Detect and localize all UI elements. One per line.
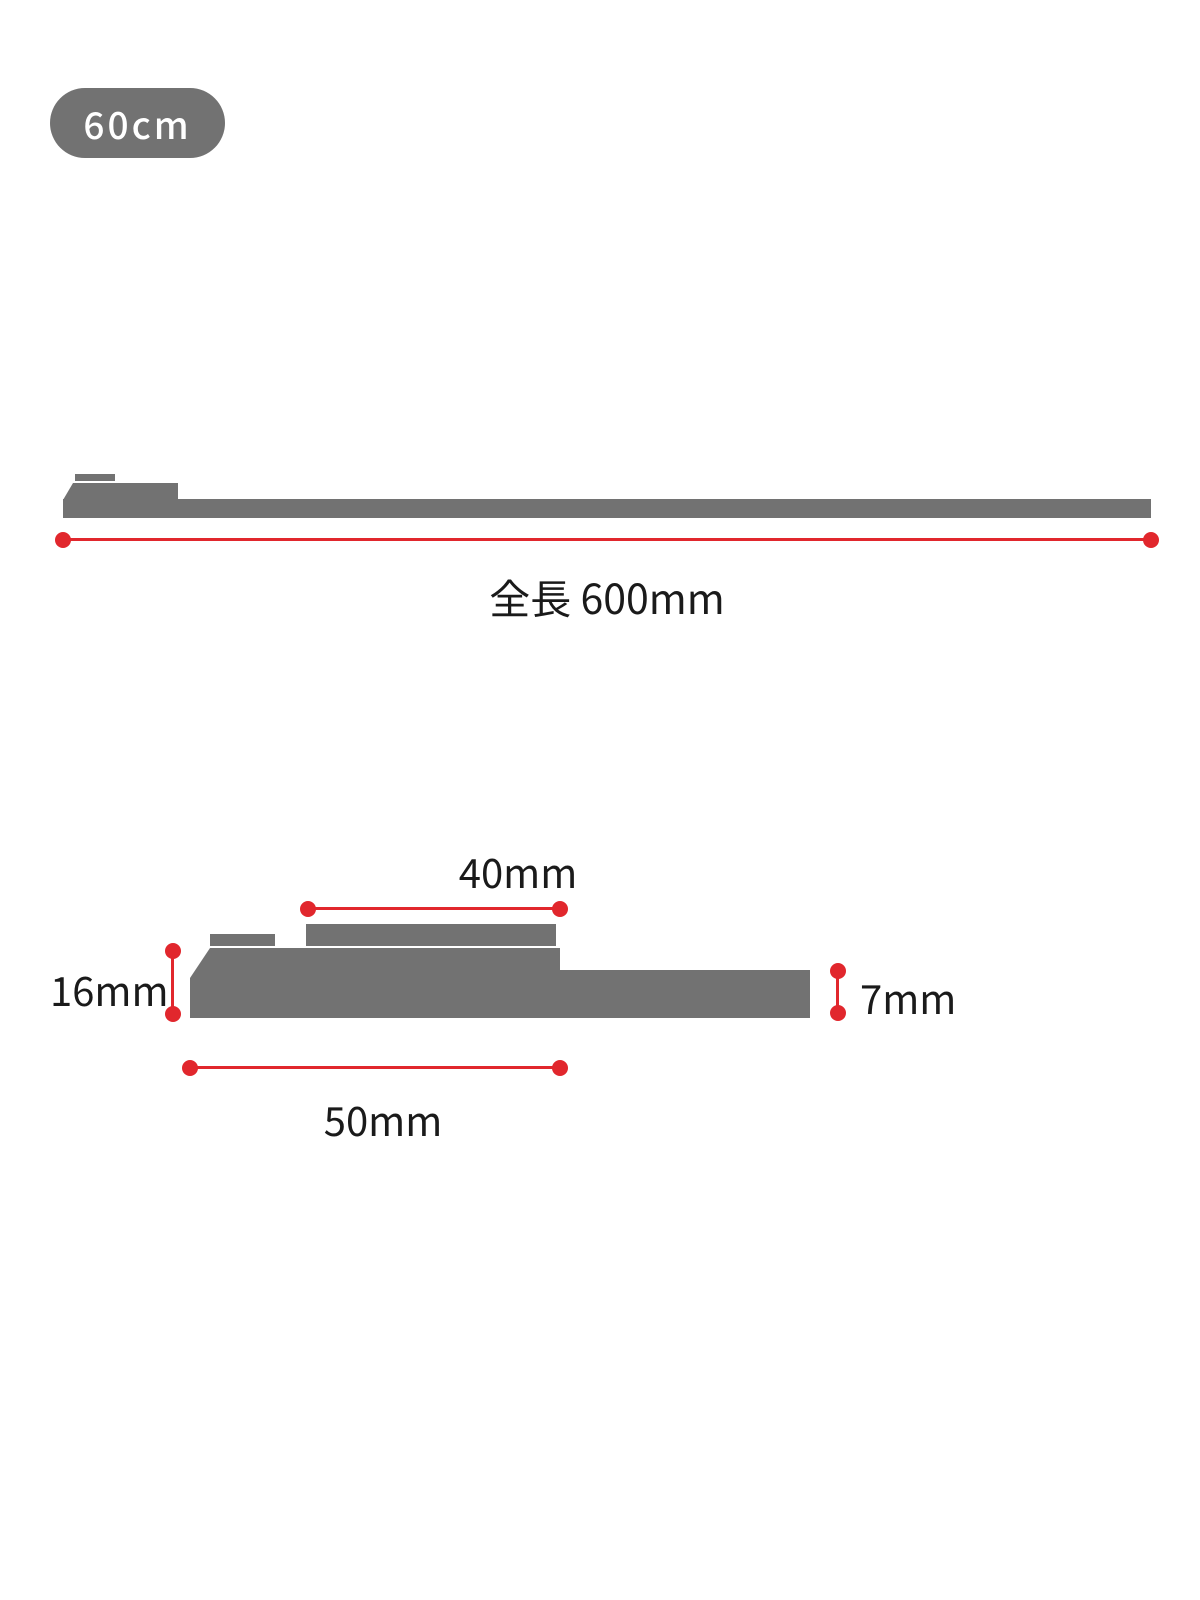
dim-50mm [190, 1060, 560, 1076]
size-badge: 60cm [50, 88, 225, 158]
dim-endpoint-dot [165, 1006, 181, 1022]
dim-endpoint-dot [552, 901, 568, 917]
detail-view: 40mm 50mm 16mm [88, 880, 1108, 1230]
dim-endpoint-dot [165, 943, 181, 959]
detail-body [560, 970, 810, 1018]
dim-rule [190, 1066, 560, 1069]
dim-50mm-label: 50mm [293, 1090, 473, 1148]
dim-endpoint-dot [300, 901, 316, 917]
top-head [63, 483, 178, 500]
top-body [63, 499, 1151, 518]
dim-7mm-label: 7mm [860, 968, 956, 1026]
dim-endpoint-dot [552, 1060, 568, 1076]
detail-tab-small [210, 934, 275, 946]
dim-rule [308, 907, 560, 910]
dim-40mm-label: 40mm [413, 842, 623, 900]
dim-endpoint-dot [1143, 532, 1159, 548]
dim-7mm [830, 971, 846, 1013]
dim-16mm-label: 16mm [50, 960, 168, 1018]
detail-head [190, 948, 560, 1018]
dim-16mm [165, 951, 181, 1014]
top-tab [75, 474, 115, 481]
top-silhouette [63, 470, 1151, 518]
diagram-canvas: 60cm 全長 600mm 40mm [0, 0, 1200, 1600]
dim-endpoint-dot [830, 1005, 846, 1021]
dim-endpoint-dot [182, 1060, 198, 1076]
top-view: 全長 600mm [63, 470, 1151, 518]
dim-40mm [308, 901, 560, 917]
size-badge-text: 60cm [83, 96, 191, 150]
dim-total-length-label: 全長 600mm [63, 566, 1151, 626]
dim-endpoint-dot [55, 532, 71, 548]
dim-rule [63, 538, 1151, 541]
detail-silhouette [190, 922, 850, 1042]
dim-rule [171, 951, 174, 1014]
dim-endpoint-dot [830, 963, 846, 979]
detail-tab-large [306, 924, 556, 946]
